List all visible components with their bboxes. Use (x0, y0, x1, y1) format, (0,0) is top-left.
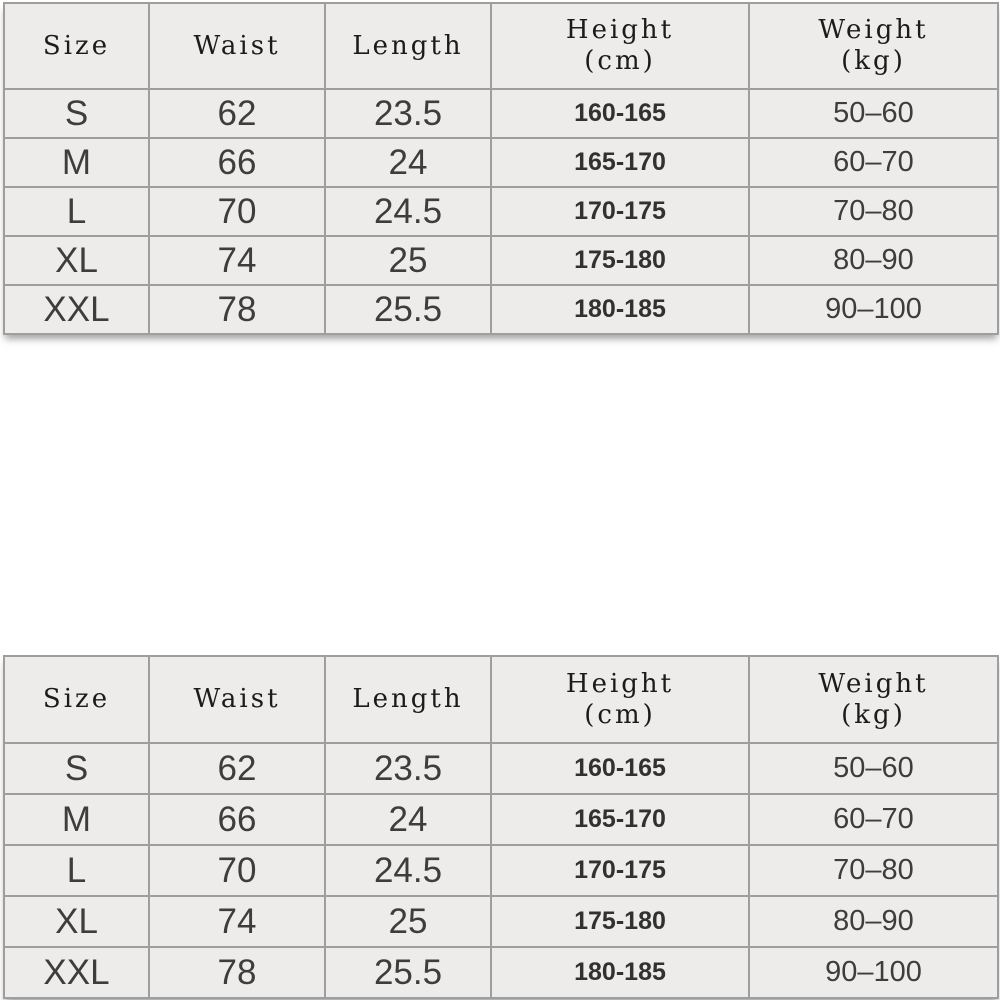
cell-weight: 70–80 (748, 186, 999, 237)
cell-size: M (3, 137, 150, 188)
table-row-l: L 70 24.5 170-175 70–80 (3, 844, 999, 897)
cell-length: 25.5 (324, 284, 492, 335)
cell-weight: 80–90 (748, 235, 999, 286)
cell-waist: 70 (148, 844, 326, 897)
table-row-xxl: XXL 78 25.5 180-185 90–100 (3, 946, 999, 999)
column-header-height-unit: (cm) (584, 46, 656, 76)
column-header-weight: Weight (kg) (748, 655, 999, 744)
cell-waist: 78 (148, 284, 326, 335)
table-row-xl: XL 74 25 175-180 80–90 (3, 235, 999, 286)
cell-size: XXL (3, 284, 150, 335)
cell-length: 23.5 (324, 742, 492, 795)
cell-waist: 62 (148, 742, 326, 795)
cell-length: 23.5 (324, 88, 492, 139)
table-row-xxl: XXL 78 25.5 180-185 90–100 (3, 284, 999, 335)
cell-waist: 66 (148, 137, 326, 188)
column-header-height: Height (cm) (490, 2, 750, 90)
cell-height: 170-175 (490, 844, 750, 897)
cell-height: 160-165 (490, 742, 750, 795)
column-header-weight-title: Weight (818, 15, 929, 46)
column-header-weight: Weight (kg) (748, 2, 999, 90)
cell-size: S (3, 88, 150, 139)
cell-size: XL (3, 895, 150, 948)
cell-size: M (3, 793, 150, 846)
cell-size: L (3, 844, 150, 897)
header-row: Size Waist Length Height (cm) Weight (kg… (3, 655, 999, 744)
size-chart-table-bottom: Size Waist Length Height (cm) Weight (kg… (3, 655, 999, 999)
cell-weight: 80–90 (748, 895, 999, 948)
cell-height: 160-165 (490, 88, 750, 139)
size-chart-table-top: Size Waist Length Height (cm) Weight (kg… (3, 2, 999, 335)
cell-length: 24 (324, 137, 492, 188)
cell-length: 25.5 (324, 946, 492, 999)
cell-length: 25 (324, 235, 492, 286)
cell-weight: 90–100 (748, 946, 999, 999)
table-row-s: S 62 23.5 160-165 50–60 (3, 742, 999, 795)
cell-length: 24.5 (324, 186, 492, 237)
cell-height: 180-185 (490, 284, 750, 335)
cell-size: XL (3, 235, 150, 286)
cell-height: 170-175 (490, 186, 750, 237)
column-header-height-unit: (cm) (584, 699, 656, 730)
cell-waist: 74 (148, 895, 326, 948)
column-header-size: Size (3, 2, 150, 90)
cell-height: 175-180 (490, 895, 750, 948)
cell-length: 24.5 (324, 844, 492, 897)
table-row-xl: XL 74 25 175-180 80–90 (3, 895, 999, 948)
cell-waist: 62 (148, 88, 326, 139)
column-header-length: Length (324, 2, 492, 90)
cell-size: L (3, 186, 150, 237)
cell-height: 180-185 (490, 946, 750, 999)
column-header-weight-title: Weight (818, 668, 929, 699)
cell-weight: 90–100 (748, 284, 999, 335)
column-header-height-title: Height (565, 15, 675, 46)
column-header-weight-unit: (kg) (841, 46, 906, 76)
cell-length: 24 (324, 793, 492, 846)
column-header-waist: Waist (148, 2, 326, 90)
cell-size: XXL (3, 946, 150, 999)
cell-weight: 60–70 (748, 137, 999, 188)
table-row-l: L 70 24.5 170-175 70–80 (3, 186, 999, 237)
cell-size: S (3, 742, 150, 795)
column-header-height-title: Height (565, 668, 675, 699)
cell-waist: 78 (148, 946, 326, 999)
cell-weight: 50–60 (748, 742, 999, 795)
table-row-m: M 66 24 165-170 60–70 (3, 137, 999, 188)
cell-height: 165-170 (490, 137, 750, 188)
column-header-weight-unit: (kg) (841, 699, 906, 730)
header-row: Size Waist Length Height (cm) Weight (kg… (3, 2, 999, 90)
column-header-waist: Waist (148, 655, 326, 744)
cell-waist: 66 (148, 793, 326, 846)
cell-weight: 60–70 (748, 793, 999, 846)
column-header-size: Size (3, 655, 150, 744)
cell-height: 175-180 (490, 235, 750, 286)
cell-weight: 50–60 (748, 88, 999, 139)
column-header-height: Height (cm) (490, 655, 750, 744)
cell-waist: 74 (148, 235, 326, 286)
column-header-length: Length (324, 655, 492, 744)
table-row-s: S 62 23.5 160-165 50–60 (3, 88, 999, 139)
cell-waist: 70 (148, 186, 326, 237)
cell-weight: 70–80 (748, 844, 999, 897)
table-row-m: M 66 24 165-170 60–70 (3, 793, 999, 846)
cell-height: 165-170 (490, 793, 750, 846)
cell-length: 25 (324, 895, 492, 948)
